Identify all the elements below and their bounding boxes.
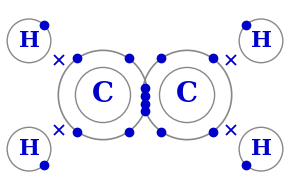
Text: C: C: [176, 82, 198, 108]
Text: C: C: [92, 82, 114, 108]
Text: H: H: [251, 30, 271, 52]
Text: H: H: [19, 30, 39, 52]
Text: H: H: [251, 138, 271, 160]
Text: H: H: [19, 138, 39, 160]
